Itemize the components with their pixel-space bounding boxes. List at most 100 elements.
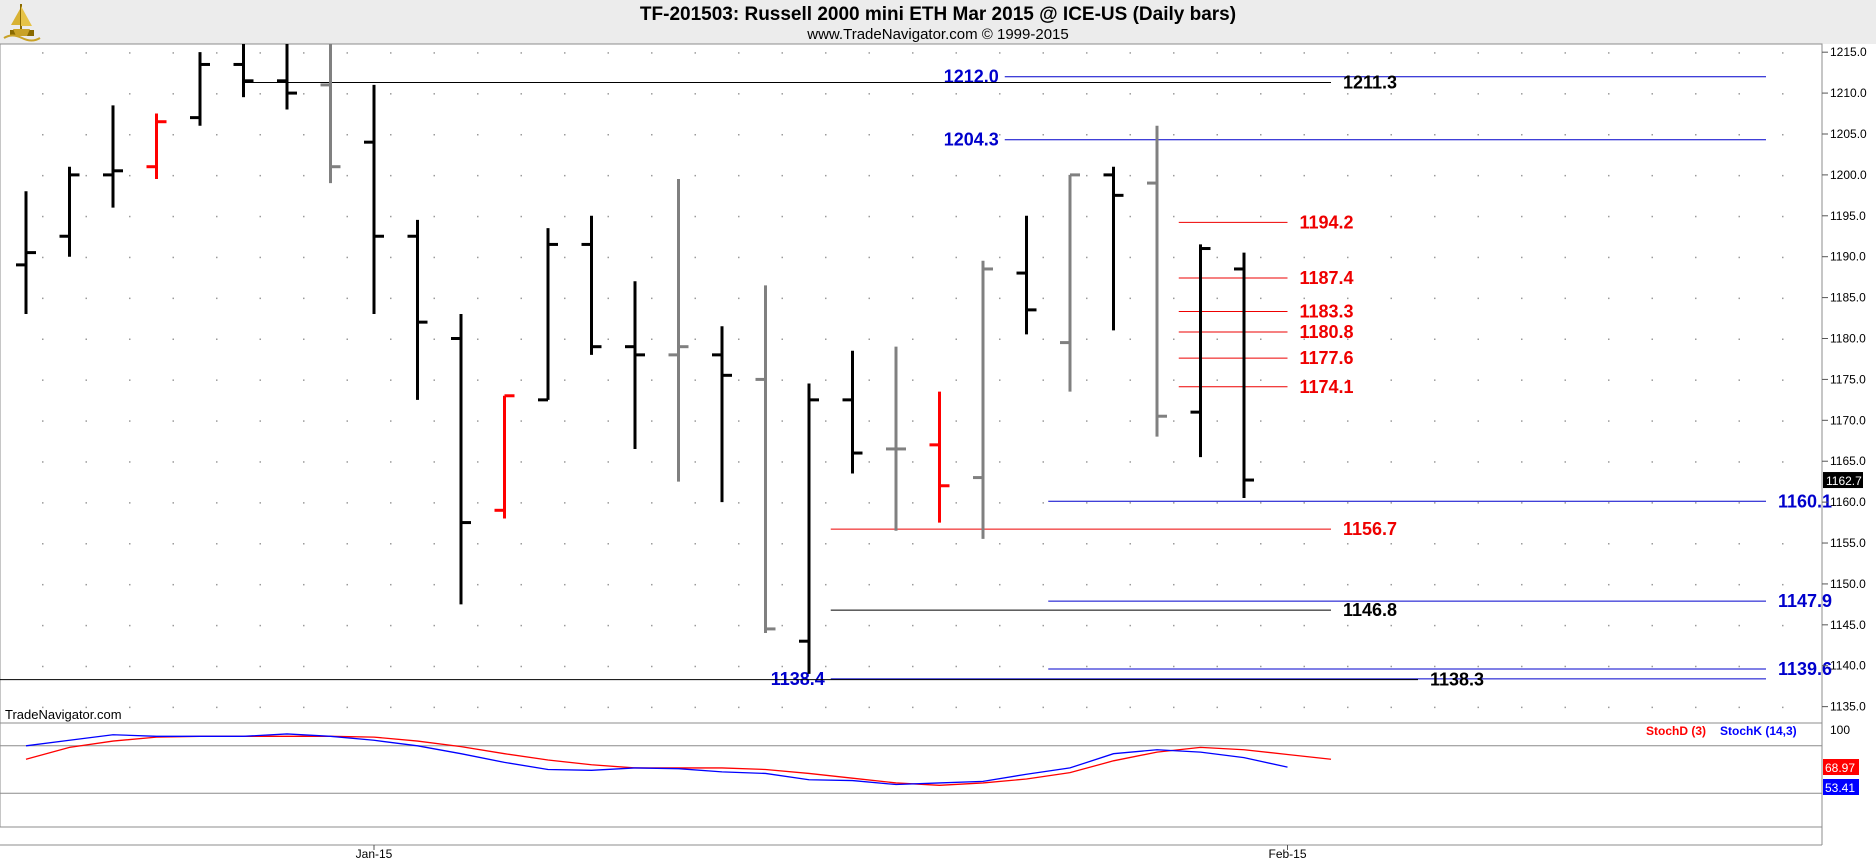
grid-dot [1260, 543, 1262, 545]
ohlc-bar [581, 215, 602, 355]
grid-dot [999, 502, 1001, 504]
grid-dot [1738, 93, 1740, 95]
grid-dot [1608, 583, 1610, 586]
grid-dot [346, 665, 348, 668]
grid-dot [1390, 215, 1392, 218]
grid-dot [1564, 583, 1566, 586]
grid-dot [1564, 297, 1566, 300]
grid-dot [868, 52, 870, 54]
grid-dot [42, 461, 44, 463]
grid-dot [825, 461, 827, 463]
grid-dot [1260, 583, 1262, 586]
ohlc-bar [842, 350, 863, 474]
grid-dot [825, 297, 827, 300]
grid-dot [651, 502, 653, 504]
grid-dot [259, 665, 261, 668]
grid-dot [1042, 665, 1044, 668]
price-axis-label: 1175.0 [1830, 372, 1866, 386]
grid-dot [1651, 665, 1653, 668]
grid-dot [1173, 133, 1175, 136]
grid-dot [1782, 133, 1784, 136]
grid-dot [955, 297, 957, 300]
grid-dot [1782, 420, 1784, 422]
grid-dot [1782, 256, 1784, 259]
grid-dot [1608, 174, 1610, 177]
grid-dot [1173, 583, 1175, 586]
grid-dot [1303, 502, 1305, 504]
grid-dot [1651, 543, 1653, 545]
grid-dot [868, 215, 870, 218]
grid-dot [607, 706, 609, 709]
grid-dot [390, 502, 392, 504]
grid-dot [1564, 256, 1566, 259]
time-axis-label: Jan-15 [356, 847, 393, 861]
grid-dot [129, 52, 131, 54]
grid-dot [1216, 93, 1218, 95]
grid-dot [1129, 256, 1131, 259]
grid-dot [1216, 420, 1218, 422]
grid-dot [520, 379, 522, 381]
grid-dot [477, 379, 479, 381]
grid-dot [912, 256, 914, 259]
ohlc-bar [494, 394, 515, 519]
grid-dot [1303, 338, 1305, 341]
grid-dot [303, 420, 305, 422]
grid-dot [955, 379, 957, 381]
grid-dot [1782, 706, 1784, 709]
grid-dot [912, 502, 914, 504]
stochastic-layer: StochD (3) StochK (14,3) [0, 724, 1822, 794]
price-level-label: 1204.3 [944, 130, 999, 150]
grid-dot [1173, 338, 1175, 341]
grid-dot [129, 706, 131, 709]
grid-dot [1434, 624, 1436, 627]
grid-dot [999, 215, 1001, 218]
grid-dot [607, 461, 609, 463]
ohlc-bar [59, 166, 80, 257]
grid-dot [607, 174, 609, 177]
grid-dot [781, 256, 783, 259]
grid-dot [1303, 665, 1305, 668]
grid-dot [868, 297, 870, 300]
price-axis-label: 1170.0 [1830, 413, 1866, 427]
grid-dot [1477, 133, 1479, 136]
grid-dot [651, 52, 653, 54]
price-level-label: 1160.1 [1778, 491, 1832, 511]
grid-dot [1173, 256, 1175, 259]
grid-dot [172, 543, 174, 545]
price-axis-label: 1145.0 [1830, 618, 1866, 632]
grid-dot [433, 420, 435, 422]
grid-dot [1521, 461, 1523, 463]
grid-dot [1086, 379, 1088, 381]
price-panel-frame [0, 43, 1823, 724]
grid-dot [1390, 502, 1392, 504]
grid-dot [1129, 174, 1131, 177]
grid-dot [912, 706, 914, 709]
grid-dot [1129, 706, 1131, 709]
grid-dot [1651, 379, 1653, 381]
grid-dot [477, 93, 479, 95]
grid-dot [607, 665, 609, 668]
grid-dot [216, 583, 218, 586]
stoch-k-value: 53.41 [1825, 781, 1855, 795]
grid-dot [955, 583, 957, 586]
grid-dot [1434, 338, 1436, 341]
grid-dot [1477, 174, 1479, 177]
grid-dot [781, 338, 783, 341]
grid-dot [1129, 420, 1131, 422]
grid-dot [694, 543, 696, 545]
grid-dot [390, 297, 392, 300]
grid-dot [85, 420, 87, 422]
level-layer: 1212.0 1211.3 1204.3 1194.2 1187.4 1183.31180… [0, 67, 1832, 690]
grid-dot [1042, 624, 1044, 627]
grid-dot [1477, 52, 1479, 54]
grid-dot [1216, 297, 1218, 300]
grid-dot [1042, 420, 1044, 422]
grid-dot [781, 706, 783, 709]
grid-dot [1129, 93, 1131, 95]
grid-dot [1042, 461, 1044, 463]
grid-dot [781, 297, 783, 300]
grid-dot [694, 93, 696, 95]
grid-dot [1608, 624, 1610, 627]
grid-dot [520, 461, 522, 463]
grid-dot [520, 624, 522, 627]
